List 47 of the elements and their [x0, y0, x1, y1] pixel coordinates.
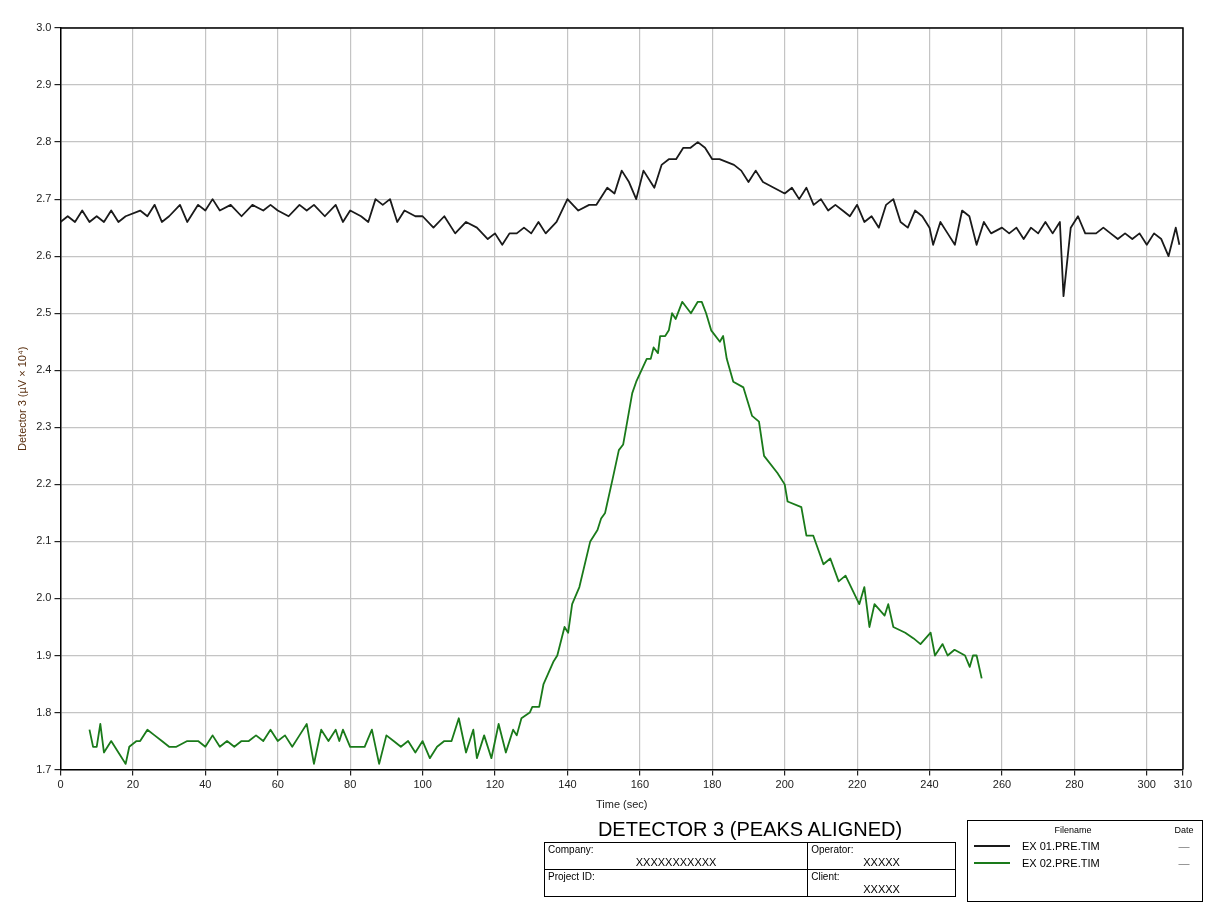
- text: Company:: [548, 844, 594, 855]
- y-tick-label: 2.8: [36, 135, 52, 148]
- text: XXXXX: [862, 883, 901, 895]
- y-tick-label: 2.0: [36, 591, 52, 604]
- legend-label: EX 02.PRE.TIM: [1022, 857, 1101, 869]
- text: Date: [1173, 825, 1195, 835]
- y-tick-label: 2.3: [36, 420, 52, 433]
- x-tick-label: 120: [485, 778, 505, 791]
- x-tick-label: 220: [847, 778, 867, 791]
- x-tick-label: 140: [558, 778, 577, 791]
- x-tick-label: 180: [703, 778, 722, 791]
- y-tick-label: 2.9: [36, 78, 52, 91]
- x-tick-label: 20: [126, 778, 140, 791]
- x-axis-title: Time (sec): [595, 798, 648, 811]
- y-axis-title: Detector 3 (µV × 10⁴): [15, 346, 28, 451]
- x-tick-label: 310: [1173, 778, 1193, 791]
- legend-title: Filename: [1053, 825, 1093, 835]
- text: —: [1177, 840, 1191, 852]
- x-tick-label: 100: [413, 778, 432, 791]
- legend-label: EX 01.PRE.TIM: [1022, 840, 1101, 852]
- y-tick-label: 2.6: [36, 249, 52, 262]
- text: XXXXXXXXXXX: [634, 856, 718, 868]
- x-tick-label: 260: [992, 778, 1012, 791]
- y-tick-label: 1.8: [36, 705, 52, 718]
- x-tick-label: 40: [199, 778, 212, 791]
- x-tick-label: 0: [57, 778, 64, 791]
- y-tick-label: 3.0: [36, 21, 52, 34]
- y-tick-label: 2.1: [36, 534, 52, 547]
- text: DETECTOR 3 (PEAKS ALIGNED): [596, 817, 904, 842]
- text: Client:: [811, 871, 840, 882]
- x-tick-label: 280: [1065, 778, 1084, 791]
- x-tick-label: 240: [920, 778, 939, 791]
- y-tick-label: 2.7: [36, 192, 52, 205]
- y-tick-label: 2.4: [36, 363, 52, 376]
- y-tick-label: 2.2: [36, 477, 52, 490]
- text: XXXXX: [862, 856, 901, 868]
- x-tick-label: 160: [630, 778, 650, 791]
- text: Project ID:: [544, 869, 808, 897]
- x-tick-label: 60: [271, 778, 284, 791]
- x-tick-label: 300: [1137, 778, 1156, 791]
- y-tick-label: 1.7: [36, 762, 52, 775]
- x-tick-label: 200: [775, 778, 794, 791]
- text: —: [1177, 857, 1191, 869]
- y-tick-label: 1.9: [36, 648, 52, 661]
- text: Operator:: [811, 844, 854, 855]
- y-tick-label: 2.5: [36, 306, 52, 319]
- x-tick-label: 80: [344, 778, 357, 791]
